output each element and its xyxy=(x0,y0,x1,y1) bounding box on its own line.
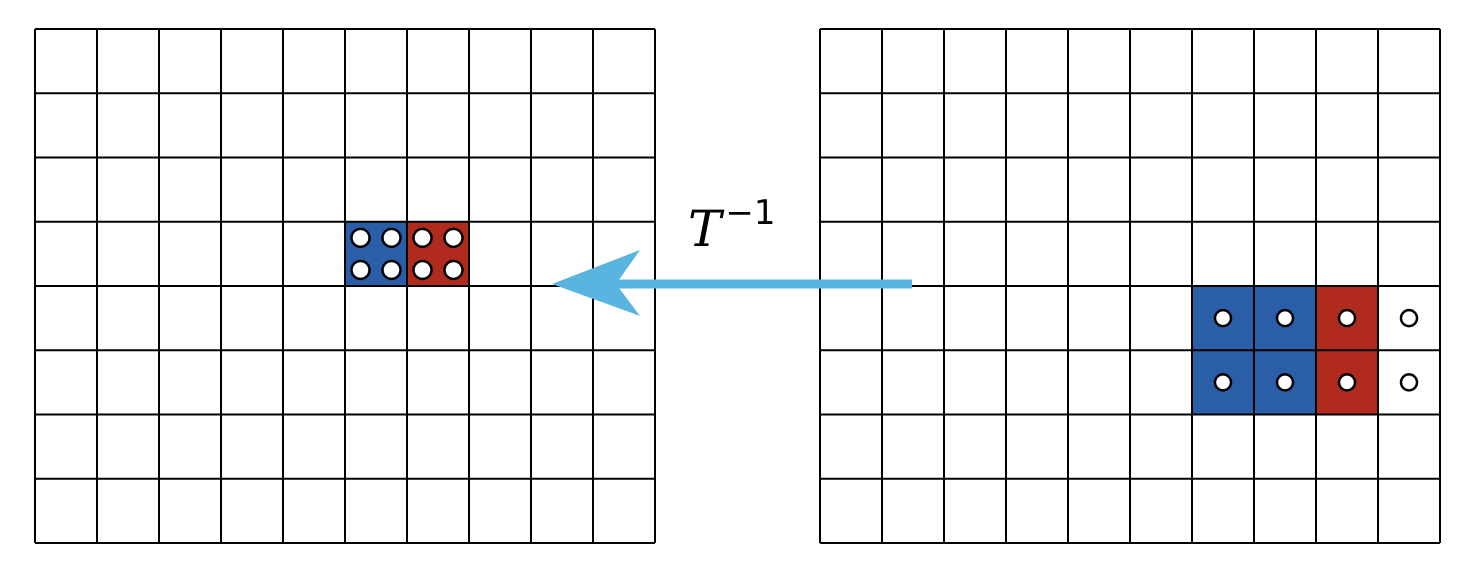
sample-dot xyxy=(1399,308,1419,328)
sample-dot xyxy=(381,227,402,249)
sample-dot xyxy=(1399,373,1419,392)
left-grid xyxy=(34,28,656,544)
sample-dot xyxy=(443,227,464,249)
right-grid xyxy=(819,28,1441,544)
sample-dot xyxy=(350,227,371,249)
sample-dot xyxy=(412,259,433,281)
sample-dot xyxy=(443,259,464,281)
sample-dot xyxy=(1337,373,1357,392)
sample-dot xyxy=(1213,373,1233,392)
sample-dot xyxy=(1213,308,1233,328)
transform-label-base: T xyxy=(688,200,725,258)
sample-dot xyxy=(1275,308,1295,328)
arrow-head xyxy=(552,250,640,316)
transform-label: T −1 xyxy=(688,193,775,258)
sample-dot xyxy=(381,259,402,281)
sample-dot xyxy=(1275,373,1295,392)
inverse-transform-arrow xyxy=(552,250,912,316)
sample-dot xyxy=(350,259,371,281)
transform-label-superscript: −1 xyxy=(725,193,775,233)
sample-dot xyxy=(1337,308,1357,328)
sample-dot xyxy=(412,227,433,249)
